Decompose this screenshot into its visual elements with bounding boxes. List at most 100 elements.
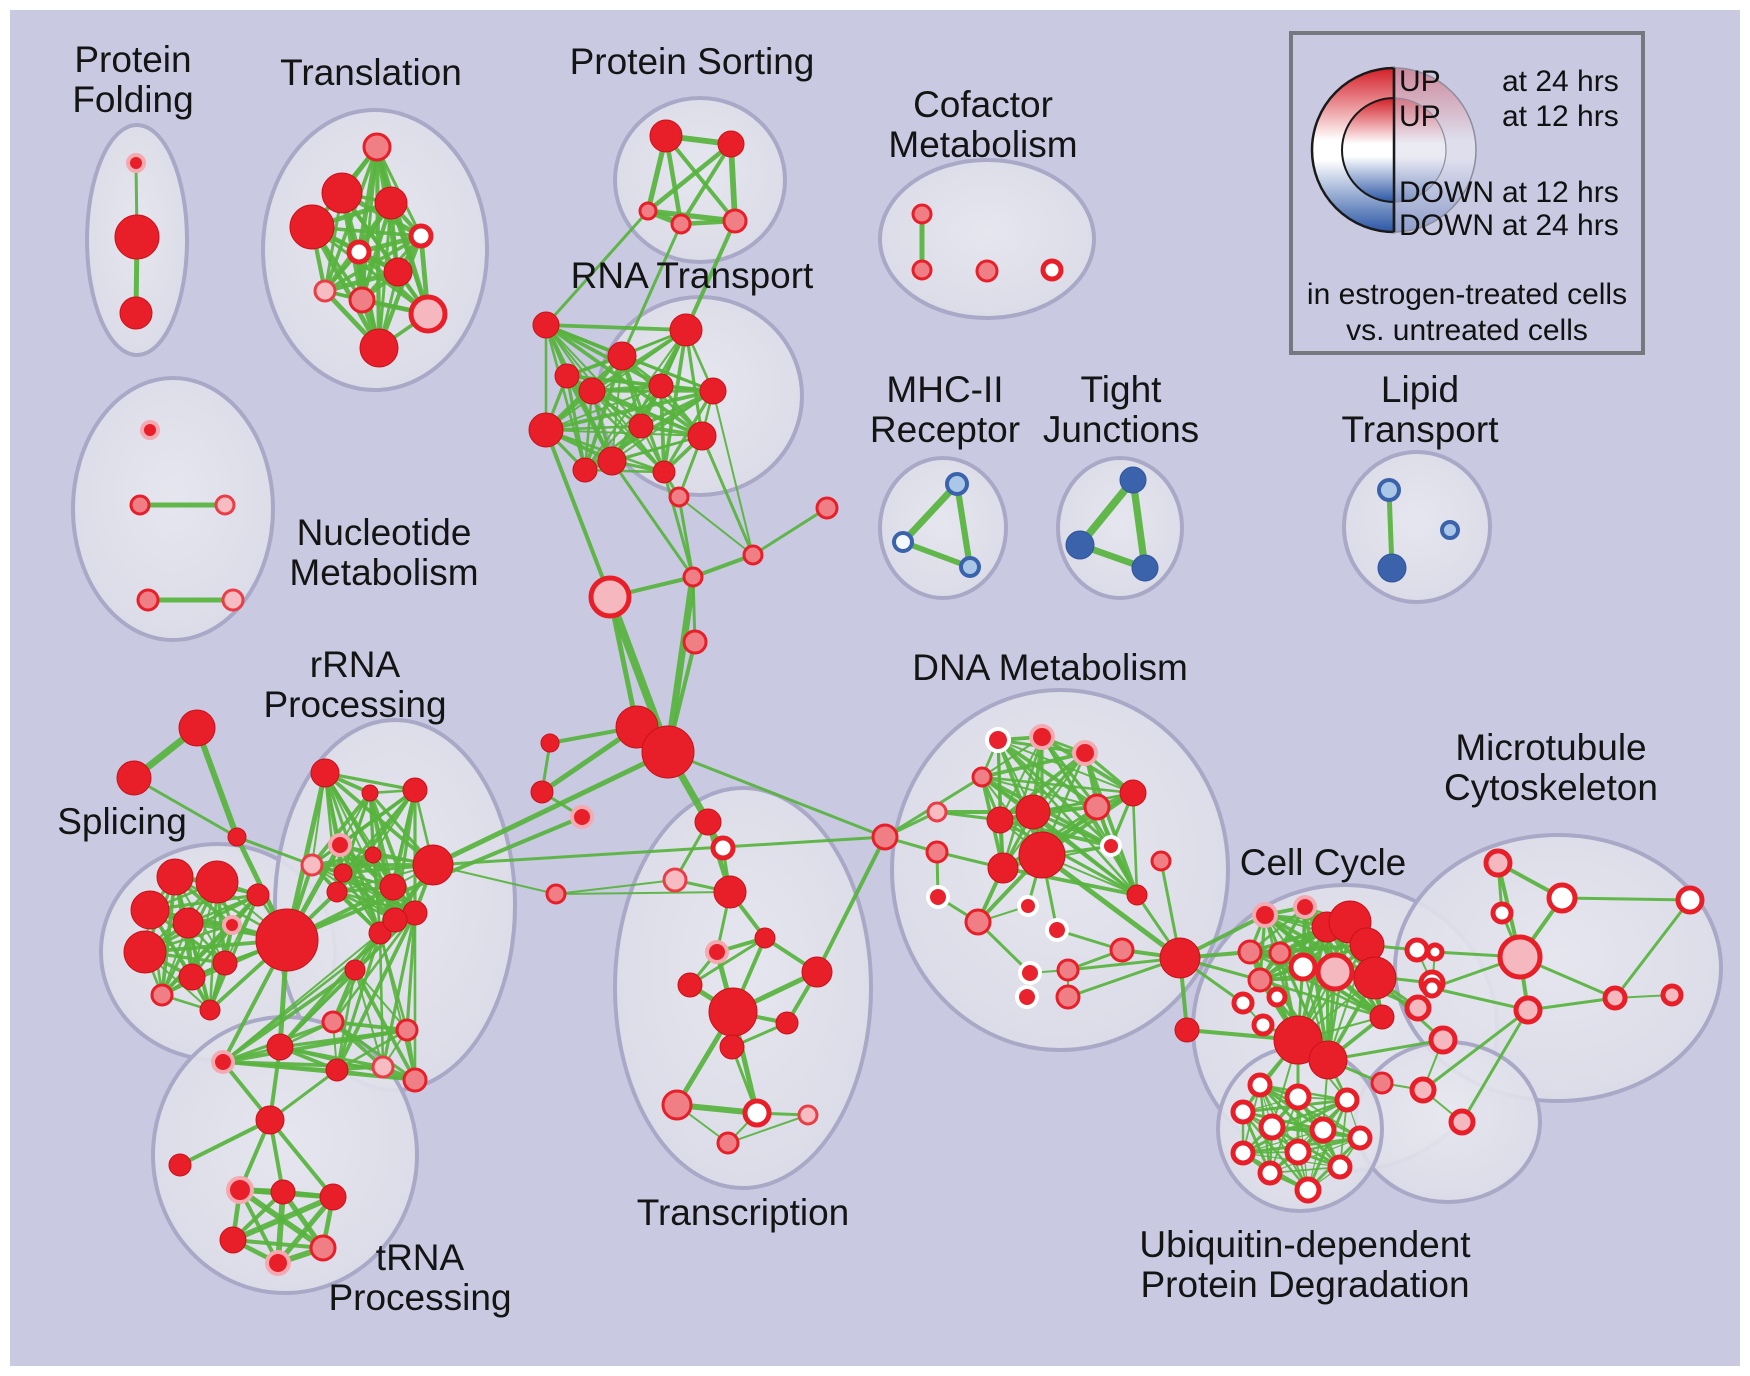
node-tx10	[661, 1089, 693, 1121]
node-s9	[212, 950, 238, 976]
edge-ps2-ps3	[645, 141, 734, 214]
node-rt2	[669, 313, 703, 347]
node-tn3	[319, 1183, 347, 1211]
edge-cn1-cn2	[691, 553, 755, 579]
node-cn6	[530, 780, 554, 804]
edge-dm3-dm11	[998, 751, 1087, 822]
node-rt4	[554, 363, 580, 389]
edge-trc-tn3	[268, 1118, 335, 1199]
node-tn2	[270, 1179, 296, 1205]
edge-rr2-rr5	[310, 791, 372, 867]
node-rt6	[648, 373, 674, 399]
node-tx11	[742, 1098, 772, 1128]
edge-cc24-mt7	[1421, 1008, 1530, 1092]
node-cf2	[911, 259, 933, 281]
node-tl2	[321, 172, 363, 214]
node-ccg2	[1308, 1040, 1348, 1080]
cluster-ellipse-lipid-transport	[1342, 450, 1492, 604]
node-rr18	[371, 1055, 395, 1079]
edge-rr11-rr20	[221, 968, 357, 1064]
edge-mt8-mt9	[1613, 898, 1692, 1000]
edge-ub6-ub8	[1242, 1129, 1324, 1154]
node-ub7	[1347, 1125, 1373, 1151]
node-rr1	[310, 758, 340, 788]
node-dm23	[1015, 985, 1039, 1009]
node-cc14	[1251, 1013, 1275, 1037]
node-s8	[178, 963, 206, 991]
node-nm4	[136, 588, 160, 612]
node-rt7	[699, 377, 727, 405]
edge-rt5-rt13	[591, 390, 665, 473]
node-tx12	[797, 1104, 819, 1126]
node-tj1	[1119, 466, 1147, 494]
edge-tn3-tn4	[230, 1194, 336, 1243]
edge-rt1-rt9	[545, 324, 642, 427]
edge-rr18-rr10	[378, 931, 385, 1069]
edge-rr17-rr10	[335, 931, 382, 1072]
edge-rt13-cn1	[662, 470, 695, 579]
node-cc16	[1404, 937, 1430, 963]
cluster-label-nucleotide-metabolism-line1: Nucleotide	[297, 512, 472, 553]
node-dm14	[925, 840, 949, 864]
edge-rr1-rr3	[323, 771, 417, 792]
node-cn9	[710, 835, 736, 861]
node-tx6	[801, 956, 833, 988]
node-s2	[195, 860, 239, 904]
node-ub3	[1334, 1087, 1360, 1113]
node-ub5	[1258, 1113, 1286, 1141]
node-tl9	[348, 286, 376, 314]
cluster-ellipse-cofactor-metabolism	[878, 158, 1096, 320]
edge-rr4-rr9	[338, 843, 417, 915]
edge-dm4-dm7	[981, 776, 1098, 808]
node-s3	[130, 890, 170, 930]
node-rr3	[402, 777, 428, 803]
edge-mt6-mt7	[1430, 986, 1530, 1012]
node-cc15	[1369, 1004, 1395, 1030]
node-trc	[255, 1105, 285, 1135]
edge-tn3-tn5	[275, 1194, 336, 1266]
edge-cn1-hub2	[664, 573, 697, 756]
edge-rt11-cn1	[610, 459, 695, 579]
edge-dm11-dm12	[998, 818, 1113, 848]
node-lp3	[1440, 520, 1460, 540]
edge-dm1-dm21	[996, 738, 1139, 897]
edge-rt7-rt8	[544, 389, 715, 432]
node-rr20	[211, 1050, 235, 1074]
node-s5	[246, 883, 270, 907]
legend-time-up24: at 24 hrs	[1502, 65, 1619, 98]
edge-rr2-rr9	[368, 791, 417, 915]
node-tiso	[168, 1153, 192, 1177]
node-mt7	[1513, 995, 1543, 1025]
edge-mt2-mt9	[1560, 896, 1692, 902]
edge-tx6-dmin	[815, 835, 887, 974]
cluster-label-rna-transport: RNA Transport	[571, 255, 814, 296]
edge-rr14-rr9	[405, 911, 417, 1032]
node-tl10	[408, 294, 448, 334]
node-rt12	[572, 457, 598, 483]
edge-dm4-dm6	[980, 775, 1135, 795]
node-cc12	[1266, 986, 1288, 1008]
edge-tn4-tn6	[231, 1238, 325, 1250]
node-sphub	[255, 908, 319, 972]
node-ub2	[1284, 1083, 1312, 1111]
node-spt1	[178, 709, 216, 747]
node-lp2	[1377, 553, 1407, 583]
node-br1	[545, 883, 567, 905]
edge-rt3-rt7	[621, 355, 714, 392]
node-rt13	[652, 460, 676, 484]
node-dm8	[1015, 794, 1051, 830]
edge-rr17-rr11	[335, 968, 357, 1072]
node-lp1	[1377, 478, 1401, 502]
node-nm2	[129, 494, 151, 516]
cluster-ellipse-mhc-ii-receptor	[878, 456, 1008, 600]
edge-spt2-spt3	[132, 776, 239, 839]
node-tx5	[677, 972, 703, 998]
edge-spt1-spt3	[194, 725, 240, 840]
node-dm19	[1056, 958, 1080, 982]
node-ub6	[1309, 1116, 1337, 1144]
edge-mh1-mh3	[953, 480, 974, 571]
node-tl6	[346, 239, 372, 265]
node-ps2	[717, 130, 745, 158]
